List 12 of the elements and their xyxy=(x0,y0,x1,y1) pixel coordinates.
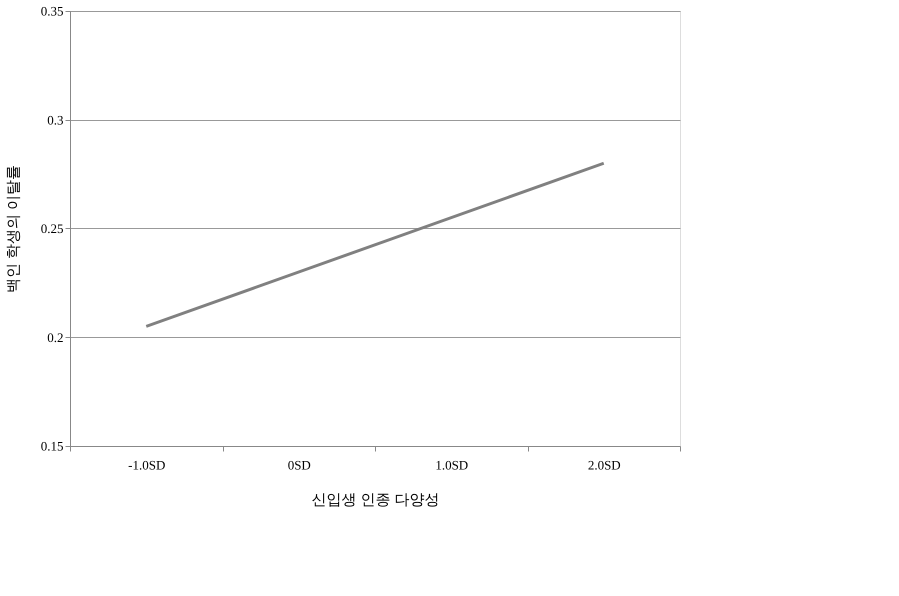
y-tick-label: 0.35 xyxy=(40,4,64,18)
x-axis-title: 신입생 인종 다양성 xyxy=(311,492,440,508)
y-tick-label: 0.25 xyxy=(40,221,64,236)
x-tick-label: 0SD xyxy=(288,458,311,472)
y-tick-label: 0.2 xyxy=(47,330,64,345)
line-series xyxy=(144,162,606,328)
x-tick-label: 1.0SD xyxy=(435,458,468,472)
x-tick-label: 2.0SD xyxy=(588,458,621,472)
x-tick-label: -1.0SD xyxy=(128,458,166,472)
y-axis-title: 백인 학생의 이탈률 xyxy=(4,164,22,294)
y-tick-label: 0.3 xyxy=(47,112,64,128)
y-tick-label: 0.15 xyxy=(40,438,64,454)
